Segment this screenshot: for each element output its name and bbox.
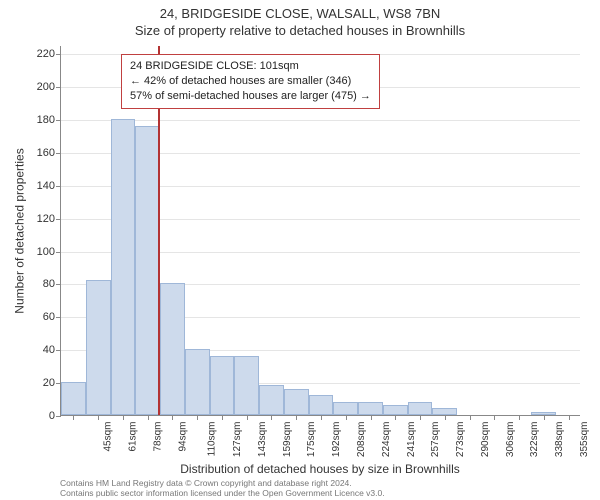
y-tick-label: 80 [43,278,61,290]
x-tick-label: 78sqm [150,422,163,452]
x-tick-label: 94sqm [175,422,188,452]
x-tick-mark [172,415,173,420]
histogram-bar [111,119,136,415]
y-tick-label: 100 [37,246,61,258]
x-tick-label: 192sqm [329,422,342,458]
histogram-bar [284,389,309,415]
y-tick-label: 0 [49,410,61,422]
histogram-bar [309,395,334,415]
histogram-bar [86,280,111,415]
histogram-bar [61,382,86,415]
x-tick-mark [98,415,99,420]
histogram-bar [185,349,210,415]
histogram-bar [135,126,160,415]
x-tick-mark [148,415,149,420]
x-tick-label: 322sqm [527,422,540,458]
info-box-line: 57% of semi-detached houses are larger (… [130,89,371,104]
footer-attribution: Contains HM Land Registry data © Crown c… [60,478,580,498]
x-tick-mark [123,415,124,420]
x-tick-label: 143sqm [255,422,268,458]
y-tick-label: 20 [43,377,61,389]
x-tick-mark [222,415,223,420]
grid-line [61,120,580,121]
x-tick-label: 175sqm [305,422,318,458]
x-tick-mark [247,415,248,420]
x-tick-mark [470,415,471,420]
y-tick-label: 160 [37,147,61,159]
x-tick-mark [296,415,297,420]
x-tick-mark [544,415,545,420]
x-tick-mark [569,415,570,420]
x-tick-label: 338sqm [552,422,565,458]
x-axis-label: Distribution of detached houses by size … [60,462,580,476]
y-tick-label: 180 [37,114,61,126]
chart-container: 24, BRIDGESIDE CLOSE, WALSALL, WS8 7BN S… [0,0,600,500]
x-tick-mark [519,415,520,420]
info-box-line: 24 BRIDGESIDE CLOSE: 101sqm [130,59,371,74]
histogram-bar [432,408,457,415]
histogram-bar [234,356,259,415]
x-tick-label: 208sqm [354,422,367,458]
plot-area: 02040608010012014016018020022045sqm61sqm… [60,46,580,416]
footer-line-1: Contains HM Land Registry data © Crown c… [60,478,580,488]
y-tick-label: 200 [37,81,61,93]
histogram-bar [210,356,235,415]
x-tick-label: 45sqm [101,422,114,452]
y-tick-label: 40 [43,344,61,356]
x-tick-label: 110sqm [205,422,218,457]
histogram-bar [259,385,284,415]
y-tick-label: 120 [37,213,61,225]
info-box-line: ← 42% of detached houses are smaller (34… [130,74,371,89]
info-box: 24 BRIDGESIDE CLOSE: 101sqm← 42% of deta… [121,54,380,109]
y-tick-label: 60 [43,311,61,323]
x-tick-mark [271,415,272,420]
x-tick-mark [445,415,446,420]
x-tick-label: 224sqm [379,422,392,458]
x-tick-label: 290sqm [478,422,491,458]
x-tick-label: 127sqm [230,422,243,458]
y-tick-label: 140 [37,180,61,192]
x-tick-mark [197,415,198,420]
x-tick-label: 159sqm [280,422,293,458]
x-tick-mark [420,415,421,420]
footer-line-2: Contains public sector information licen… [60,488,580,498]
x-tick-mark [395,415,396,420]
x-tick-mark [321,415,322,420]
x-tick-label: 61sqm [126,422,139,452]
x-tick-mark [371,415,372,420]
histogram-bar [333,402,358,415]
x-tick-label: 257sqm [428,422,441,458]
x-tick-mark [494,415,495,420]
y-axis-label: Number of detached properties [12,46,28,416]
histogram-bar [408,402,433,415]
y-axis-label-text: Number of detached properties [13,148,27,313]
x-tick-label: 355sqm [577,422,590,458]
histogram-bar [383,405,408,415]
histogram-bar [358,402,383,415]
title-address: 24, BRIDGESIDE CLOSE, WALSALL, WS8 7BN [0,6,600,21]
x-tick-label: 306sqm [503,422,516,458]
histogram-bar [531,412,556,415]
x-tick-mark [346,415,347,420]
histogram-bar [160,283,185,415]
x-tick-mark [73,415,74,420]
y-tick-label: 220 [37,48,61,60]
title-subtitle: Size of property relative to detached ho… [0,23,600,38]
x-tick-label: 241sqm [404,422,417,458]
x-tick-label: 273sqm [453,422,466,458]
